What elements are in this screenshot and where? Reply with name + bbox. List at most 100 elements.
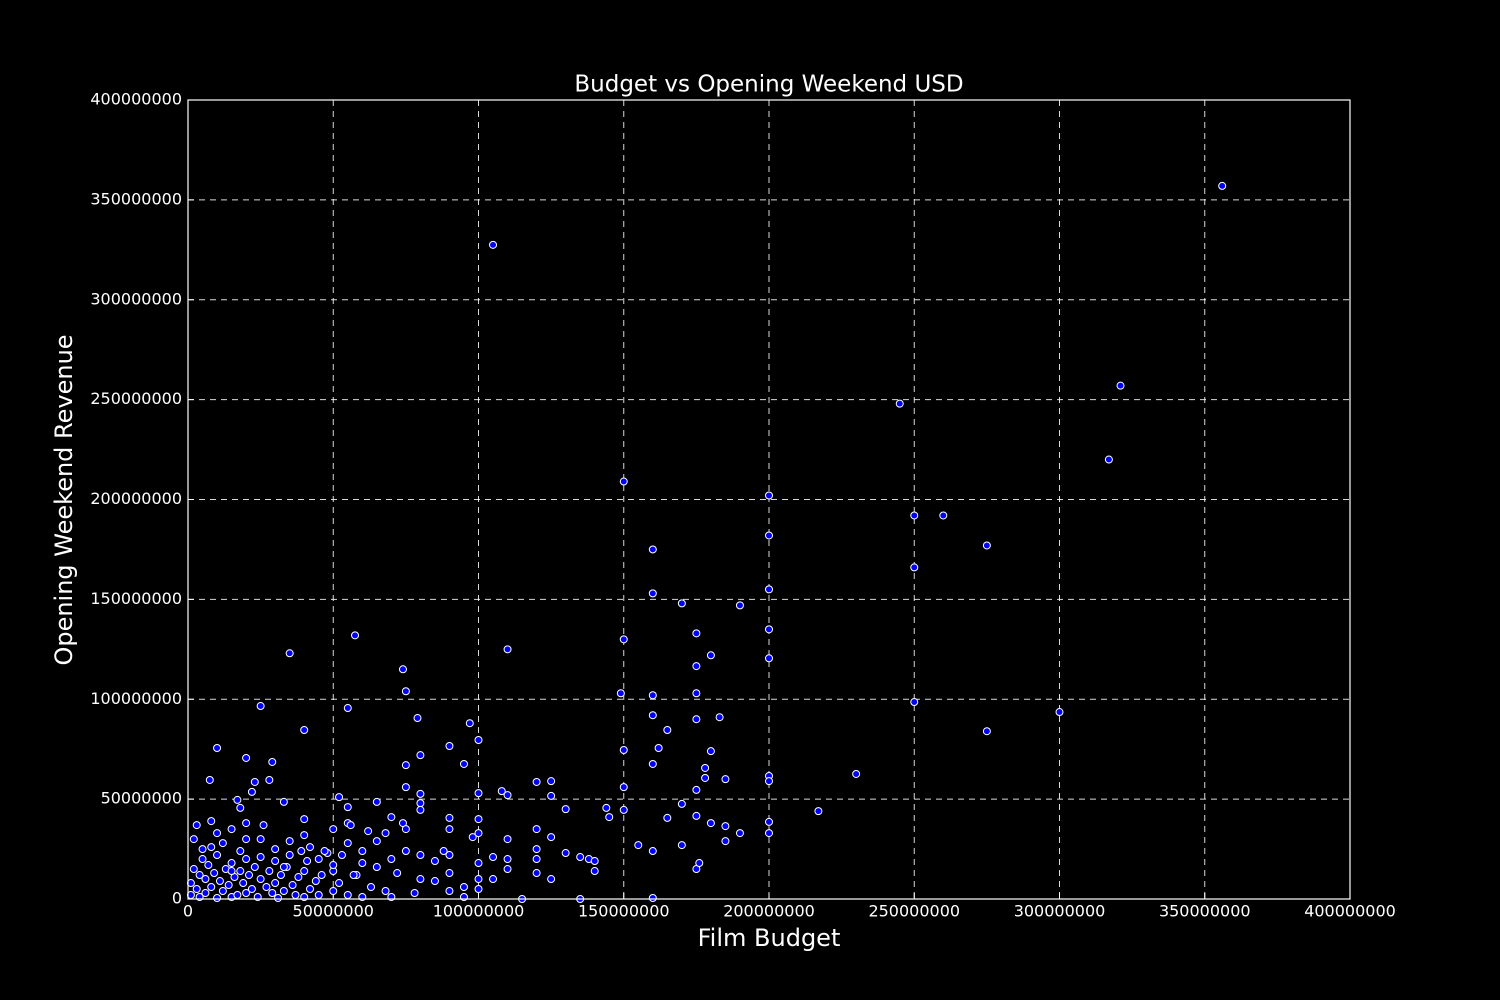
scatter-point xyxy=(410,889,419,898)
scatter-point xyxy=(701,763,710,772)
scatter-point xyxy=(910,698,919,707)
scatter-point xyxy=(271,845,280,854)
scatter-point xyxy=(654,743,663,752)
scatter-point xyxy=(279,887,288,896)
scatter-point xyxy=(242,819,251,828)
scatter-point xyxy=(189,835,198,844)
scatter-point xyxy=(701,773,710,782)
scatter-point xyxy=(335,879,344,888)
scatter-point xyxy=(735,601,744,610)
scatter-point xyxy=(271,857,280,866)
scatter-point xyxy=(245,871,254,880)
scatter-point xyxy=(227,825,236,834)
scatter-point xyxy=(242,855,251,864)
scatter-point xyxy=(503,865,512,874)
scatter-point xyxy=(387,855,396,864)
scatter-point xyxy=(634,841,643,850)
scatter-point xyxy=(445,887,454,896)
scatter-point xyxy=(616,689,625,698)
scatter-point xyxy=(300,726,309,735)
scatter-point xyxy=(337,851,346,860)
scatter-point xyxy=(895,399,904,408)
scatter-point xyxy=(814,807,823,816)
scatter-point xyxy=(372,863,381,872)
scatter-point xyxy=(268,889,277,898)
scatter-point xyxy=(227,859,236,868)
scatter-point xyxy=(489,240,498,249)
scatter-point xyxy=(547,833,556,842)
x-tick-label: 400000000 xyxy=(1304,902,1396,921)
scatter-point xyxy=(398,665,407,674)
scatter-point xyxy=(207,817,216,826)
scatter-point xyxy=(648,545,657,554)
y-tick-label: 400000000 xyxy=(90,90,182,109)
scatter-point xyxy=(192,885,201,894)
y-axis-label: Opening Weekend Revenue xyxy=(50,334,78,665)
scatter-point xyxy=(329,887,338,896)
scatter-point xyxy=(692,629,701,638)
points xyxy=(186,181,1227,903)
scatter-point xyxy=(706,819,715,828)
scatter-point xyxy=(239,879,248,888)
scatter-point xyxy=(210,869,219,878)
scatter-point xyxy=(590,857,599,866)
scatter-point xyxy=(982,727,991,736)
scatter-point xyxy=(619,783,628,792)
scatter-point xyxy=(416,875,425,884)
scatter-point xyxy=(387,813,396,822)
scatter-point xyxy=(335,793,344,802)
scatter-point xyxy=(306,843,315,852)
scatter-point xyxy=(619,805,628,814)
scatter-point xyxy=(300,867,309,876)
scatter-point xyxy=(265,775,274,784)
scatter-point xyxy=(274,894,283,903)
scatter-point xyxy=(648,847,657,856)
scatter-point xyxy=(294,873,303,882)
scatter-point xyxy=(276,871,285,880)
scatter-point xyxy=(192,821,201,830)
scatter-point xyxy=(474,735,483,744)
scatter-point xyxy=(439,847,448,856)
scatter-point xyxy=(381,887,390,896)
scatter-point xyxy=(1218,181,1227,190)
scatter-point xyxy=(224,881,233,890)
scatter-point xyxy=(503,835,512,844)
scatter-point xyxy=(279,797,288,806)
scatter-point xyxy=(247,787,256,796)
scatter-point xyxy=(605,813,614,822)
x-tick-label: 50000000 xyxy=(293,902,374,921)
y-tick-label: 0 xyxy=(172,889,182,908)
scatter-point xyxy=(576,853,585,862)
scatter-point xyxy=(227,867,236,876)
scatter-point xyxy=(250,863,259,872)
scatter-point xyxy=(721,775,730,784)
scatter-point xyxy=(195,871,204,880)
scatter-point xyxy=(242,835,251,844)
scatter-point xyxy=(401,687,410,696)
scatter-point xyxy=(648,759,657,768)
scatter-point xyxy=(445,825,454,834)
scatter-point xyxy=(189,865,198,874)
y-tick-label: 200000000 xyxy=(90,489,182,508)
scatter-point xyxy=(474,815,483,824)
scatter-point xyxy=(401,783,410,792)
scatter-point xyxy=(218,839,227,848)
scatter-point xyxy=(1055,708,1064,717)
scatter-point xyxy=(445,741,454,750)
scatter-point xyxy=(852,769,861,778)
scatter-point xyxy=(213,851,222,860)
scatter-point xyxy=(648,589,657,598)
scatter-point xyxy=(489,875,498,884)
scatter-point xyxy=(445,813,454,822)
scatter-point xyxy=(459,883,468,892)
scatter-point xyxy=(311,877,320,886)
x-tick-label: 250000000 xyxy=(868,902,960,921)
scatter-point xyxy=(351,631,360,640)
scatter-point xyxy=(207,883,216,892)
scatter-point xyxy=(677,599,686,608)
y-tick-label: 250000000 xyxy=(90,389,182,408)
scatter-point xyxy=(343,803,352,812)
scatter-point xyxy=(619,635,628,644)
scatter-point xyxy=(218,887,227,896)
